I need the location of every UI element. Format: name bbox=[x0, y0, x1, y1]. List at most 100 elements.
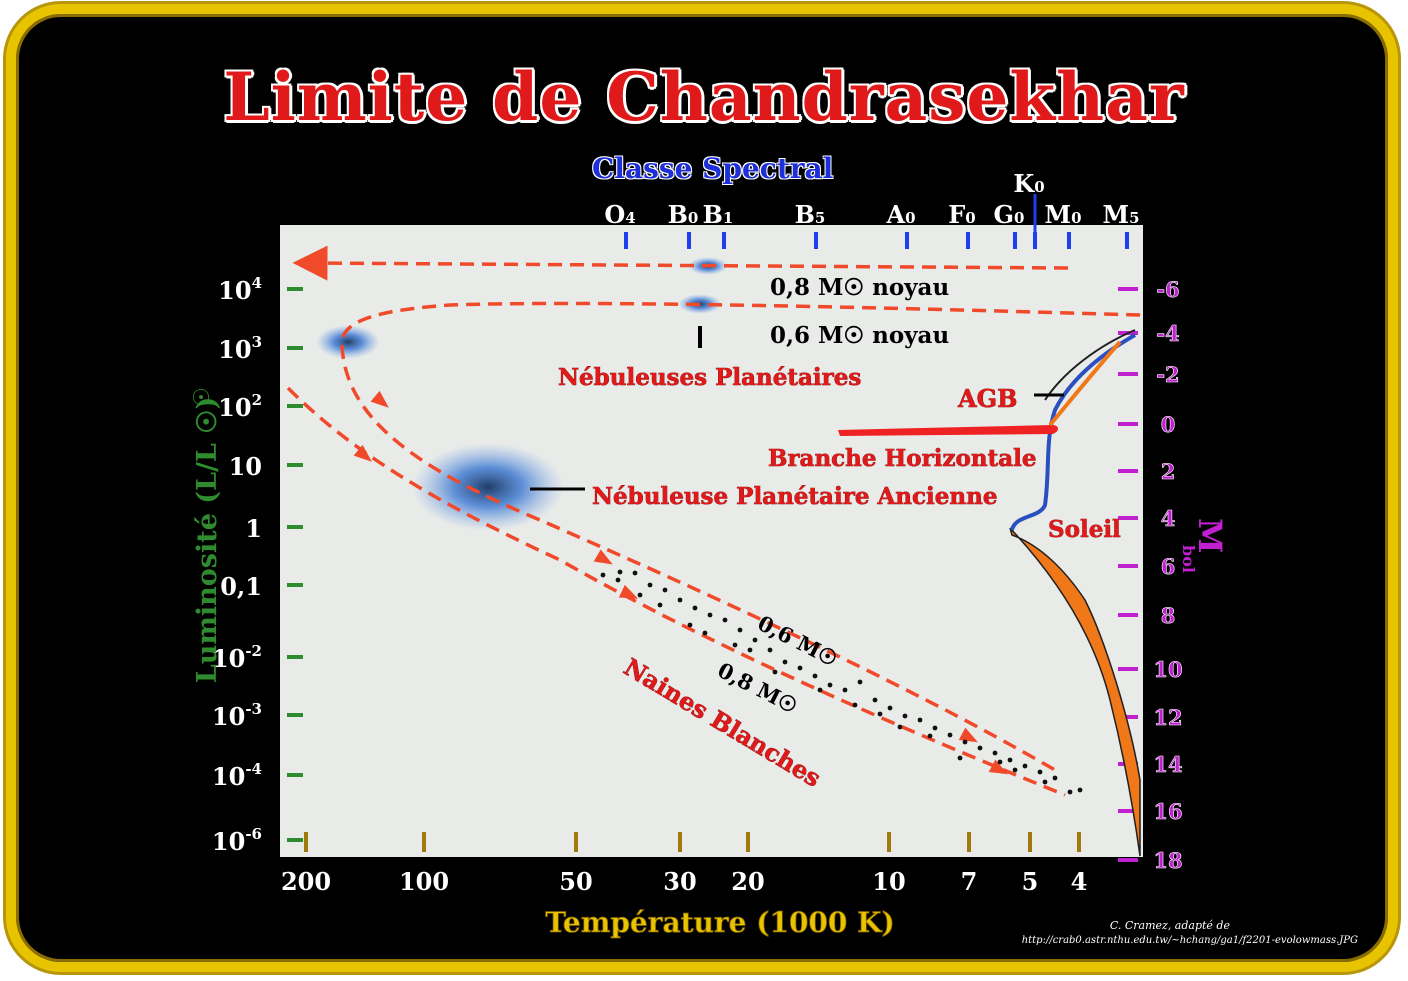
nebula-second bbox=[678, 294, 722, 314]
white-dwarf-point bbox=[817, 687, 823, 693]
y2-tick-label: 14 bbox=[1153, 752, 1182, 777]
x-tick-label: 10 bbox=[872, 867, 905, 896]
white-dwarf-point bbox=[647, 582, 653, 588]
track-06-descent bbox=[340, 344, 1056, 772]
white-dwarf-point bbox=[702, 630, 708, 636]
spectral-label: B5 bbox=[795, 200, 826, 229]
label-sun: Soleil bbox=[1048, 516, 1121, 543]
chart-background-layer bbox=[280, 225, 1143, 857]
white-dwarf-point bbox=[732, 642, 738, 648]
white-dwarf-point bbox=[1067, 789, 1073, 795]
nebula-left bbox=[316, 325, 380, 359]
white-dwarf-point bbox=[842, 687, 848, 693]
white-dwarf-point bbox=[772, 669, 778, 675]
y2-tick-label: 16 bbox=[1153, 799, 1182, 824]
track-arrow bbox=[988, 759, 1008, 775]
track-06-top bbox=[340, 301, 1141, 346]
white-dwarf-point bbox=[707, 612, 713, 618]
x-tick-label: 200 bbox=[281, 867, 331, 896]
y2-tick-label: -6 bbox=[1156, 277, 1179, 302]
white-dwarf-point bbox=[632, 570, 638, 576]
white-dwarf-point bbox=[657, 602, 663, 608]
white-dwarf-point bbox=[677, 597, 683, 603]
y2-tick-label: 18 bbox=[1153, 848, 1182, 873]
agb-orange bbox=[1048, 340, 1122, 427]
label-horizontal-branch: Branche Horizontale bbox=[768, 445, 1037, 472]
y2-tick-label: -2 bbox=[1156, 362, 1179, 387]
white-dwarf-point bbox=[927, 733, 933, 739]
white-dwarf-point bbox=[977, 745, 983, 751]
white-dwarf-point bbox=[1077, 787, 1083, 793]
y-tick-label: 10 bbox=[229, 452, 262, 481]
y-tick-label: 10-3 bbox=[212, 700, 262, 731]
spectral-label: K0 bbox=[1013, 169, 1044, 198]
track-arrow bbox=[370, 390, 389, 408]
white-dwarf-point bbox=[637, 592, 643, 598]
spectral-label: G0 bbox=[994, 200, 1025, 229]
white-dwarf-point bbox=[872, 697, 878, 703]
x-tick-label: 4 bbox=[1071, 867, 1088, 896]
white-dwarf-point bbox=[957, 755, 963, 761]
white-dwarf-point bbox=[722, 617, 728, 623]
slide-title: Limite de Chandrasekhar bbox=[223, 58, 1185, 136]
credit-line1: C. Cramez, adapté de bbox=[1110, 919, 1231, 932]
y2-tick-label: 10 bbox=[1153, 657, 1182, 682]
white-dwarf-point bbox=[767, 647, 773, 653]
white-dwarf-point bbox=[747, 647, 753, 653]
credit-line2: http://crab0.astr.nthu.edu.tw/~hchang/ga… bbox=[1022, 935, 1358, 946]
y-tick-label: 0,1 bbox=[220, 572, 262, 601]
y2-tick-label: 6 bbox=[1161, 554, 1176, 579]
white-dwarf-point bbox=[812, 673, 818, 679]
white-dwarf-point bbox=[662, 587, 668, 593]
white-dwarf-point bbox=[797, 665, 803, 671]
white-dwarf-point bbox=[827, 682, 833, 688]
white-dwarf-point bbox=[1037, 769, 1043, 775]
y2-axis-title-sub: bol bbox=[1179, 545, 1198, 573]
horizontal-branch bbox=[838, 425, 1058, 436]
plot-background bbox=[280, 225, 1143, 857]
spectral-label: M0 bbox=[1044, 200, 1081, 229]
white-dwarf-point bbox=[615, 577, 621, 583]
sun-symbol-axis: ☉ bbox=[191, 386, 211, 411]
y-tick-label: 102 bbox=[218, 391, 262, 422]
track-08-top bbox=[292, 245, 1069, 281]
white-dwarf-point bbox=[857, 679, 863, 685]
spectral-label: B0 bbox=[668, 200, 699, 229]
white-dwarf-point bbox=[877, 711, 883, 717]
y2-tick-label: 0 bbox=[1161, 412, 1176, 437]
white-dwarf-point bbox=[997, 759, 1003, 765]
white-dwarf-point bbox=[902, 713, 908, 719]
white-dwarf-point bbox=[917, 717, 923, 723]
spectral-label: A0 bbox=[885, 200, 915, 229]
label-planetary-nebulae: Nébuleuses Planétaires bbox=[558, 364, 861, 391]
y2-tick-label: 8 bbox=[1161, 603, 1176, 628]
white-dwarf-point bbox=[1012, 767, 1018, 773]
y2-tick-label: 2 bbox=[1161, 459, 1176, 484]
y-tick-label: 1 bbox=[245, 514, 262, 543]
white-dwarf-point bbox=[687, 622, 693, 628]
x-axis-title: Température (1000 K) bbox=[545, 906, 894, 939]
white-dwarf-point bbox=[932, 725, 938, 731]
nebula-ancient bbox=[412, 443, 564, 531]
main-sequence-band bbox=[1009, 527, 1141, 857]
giant-branch bbox=[1010, 333, 1136, 531]
y-tick-label: 104 bbox=[218, 274, 262, 305]
x-tick-label: 5 bbox=[1022, 867, 1039, 896]
white-dwarf-point bbox=[852, 702, 858, 708]
track-arrow bbox=[618, 584, 639, 599]
white-dwarf-point bbox=[1042, 779, 1048, 785]
y-axis-title: Luminosité (L/L ☉) bbox=[192, 397, 223, 684]
spectral-label: B1 bbox=[703, 200, 734, 229]
white-dwarf-point bbox=[600, 572, 606, 578]
y-tick-label: 10-6 bbox=[212, 825, 262, 856]
y2-tick-label: -4 bbox=[1156, 321, 1179, 346]
label-ancient-nebula: Nébuleuse Planétaire Ancienne bbox=[592, 483, 997, 510]
white-dwarf-point bbox=[992, 750, 998, 756]
white-dwarf-point bbox=[752, 637, 758, 643]
white-dwarf-point bbox=[1022, 763, 1028, 769]
label-core-08: 0,8 M☉ noyau bbox=[770, 274, 949, 301]
y-tick-label: 103 bbox=[218, 333, 262, 364]
white-dwarf-point bbox=[692, 605, 698, 611]
track-arrow bbox=[958, 727, 978, 743]
x-tick-label: 20 bbox=[731, 867, 764, 896]
